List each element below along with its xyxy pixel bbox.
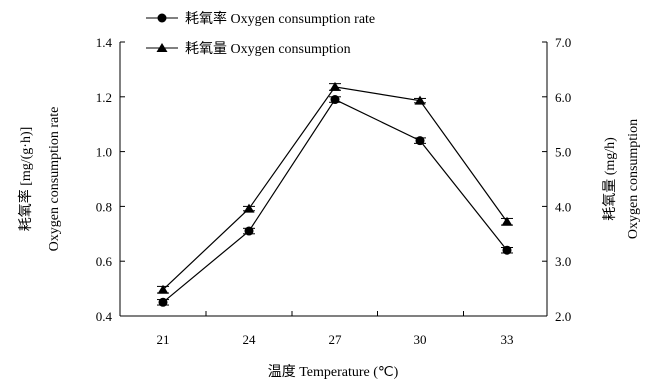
data-point [157, 297, 169, 307]
data-point [501, 245, 513, 255]
data-point [414, 95, 426, 105]
left-tick-label: 0.4 [96, 309, 113, 324]
legend-entry-rate: 耗氧率 Oxygen consumption rate [146, 10, 375, 27]
right-tick-label: 2.0 [555, 309, 571, 324]
circle-marker [330, 95, 340, 105]
x-tick-label: 30 [414, 332, 427, 347]
series-line-0 [162, 98, 508, 303]
circle-marker [415, 136, 425, 146]
right-axis-label-en: Oxygen consumption [626, 119, 641, 239]
circle-marker [502, 245, 512, 255]
x-tick-label: 24 [243, 332, 257, 347]
legend-label-consumption: 耗氧量 Oxygen consumption [185, 41, 351, 57]
data-point [501, 216, 513, 226]
circle-marker [158, 297, 168, 307]
left-tick-label: 1.2 [96, 90, 112, 105]
data-point [157, 284, 169, 294]
x-axis-label: 温度 Temperature (℃) [268, 364, 399, 380]
legend-entry-consumption: 耗氧量 Oxygen consumption [146, 41, 351, 57]
triangle-marker [157, 284, 169, 294]
right-axis-ticks: 2.0 3.0 4.0 5.0 6.0 7.0 [542, 35, 571, 324]
x-tick-label: 21 [157, 332, 170, 347]
legend-label-rate: 耗氧率 Oxygen consumption rate [185, 10, 375, 27]
triangle-marker [243, 203, 255, 213]
data-point [243, 203, 255, 213]
right-axis-label-cn: 耗氧量 (mg/h) [602, 137, 618, 221]
data-point [243, 226, 255, 236]
left-tick-label: 1.0 [96, 145, 112, 160]
left-axis-label-cn: 耗氧率 [mg/(g·h)] [17, 127, 34, 232]
right-tick-label: 3.0 [555, 254, 571, 269]
data-point [329, 95, 341, 105]
left-axis-label-en: Oxygen consumption rate [47, 107, 62, 252]
x-tick-label: 33 [501, 332, 514, 347]
x-axis-ticks: 21 24 27 30 33 [119, 311, 548, 347]
data-point [329, 81, 341, 91]
left-tick-label: 0.6 [96, 254, 113, 269]
left-tick-label: 0.8 [96, 199, 112, 214]
triangle-marker [329, 81, 341, 91]
triangle-marker [414, 95, 426, 105]
right-tick-label: 7.0 [555, 35, 571, 50]
data-point [414, 136, 426, 146]
left-axis-ticks: 0.4 0.6 0.8 1.0 1.2 1.4 [96, 35, 125, 324]
legend: 耗氧率 Oxygen consumption rate 耗氧量 Oxygen c… [146, 10, 375, 57]
triangle-marker [501, 216, 513, 226]
right-tick-label: 5.0 [555, 145, 571, 160]
x-tick-label: 27 [329, 332, 343, 347]
left-tick-label: 1.4 [96, 35, 113, 50]
series-layer [157, 81, 513, 307]
circle-marker [244, 226, 254, 236]
right-tick-label: 4.0 [555, 199, 571, 214]
right-tick-label: 6.0 [555, 90, 571, 105]
